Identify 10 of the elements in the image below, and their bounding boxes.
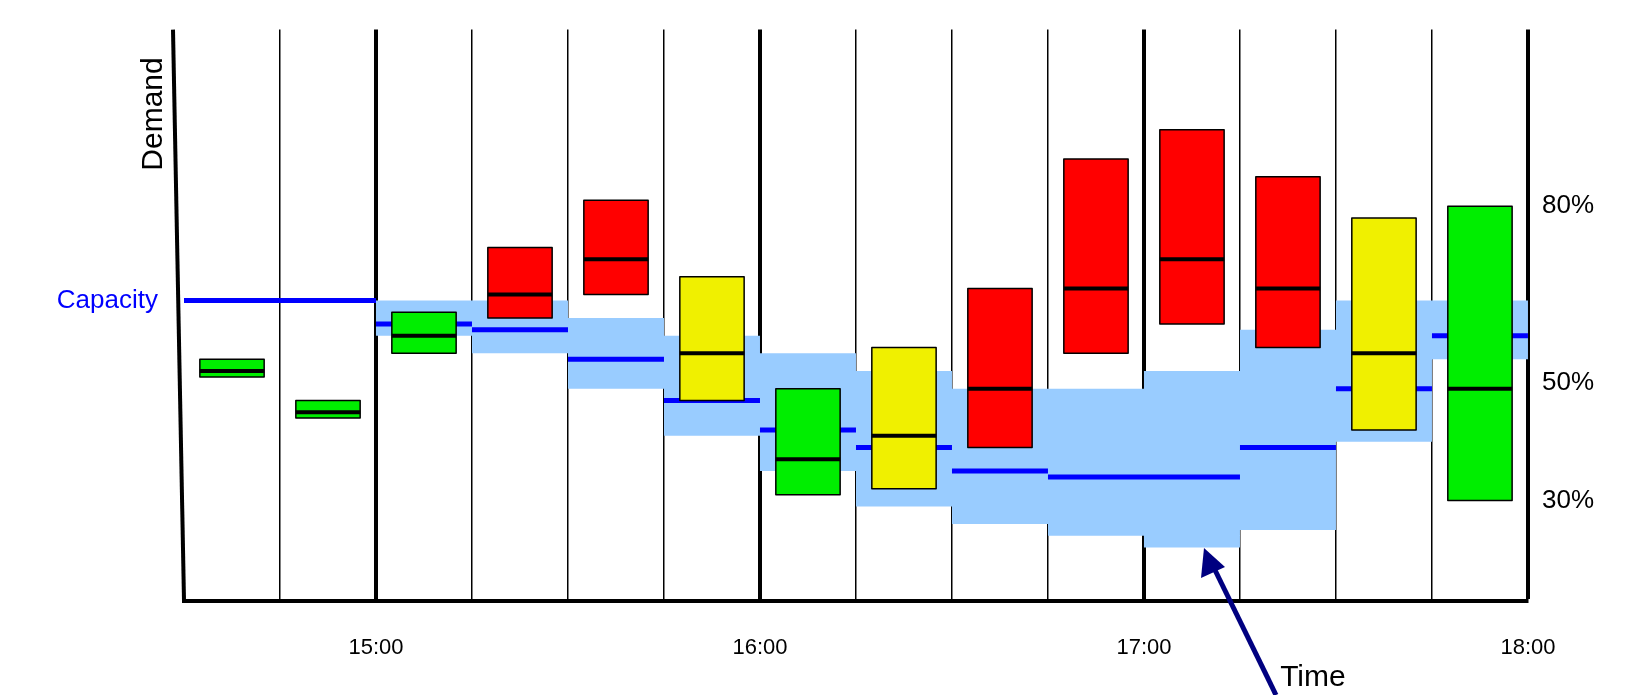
y-tick-label: 30% xyxy=(1541,483,1595,514)
y-axis-title: Demand xyxy=(135,57,169,171)
series-label: Capacity xyxy=(56,283,158,314)
y-tick-label: 80% xyxy=(1541,189,1595,220)
x-axis-title: Time xyxy=(1280,659,1346,693)
x-tick-label: 18:00 xyxy=(1500,633,1556,659)
x-tick-label: 15:00 xyxy=(348,633,404,659)
x-tick-label: 16:00 xyxy=(732,633,788,659)
x-tick-label: 17:00 xyxy=(1116,633,1172,659)
y-tick-label: 50% xyxy=(1541,365,1595,396)
